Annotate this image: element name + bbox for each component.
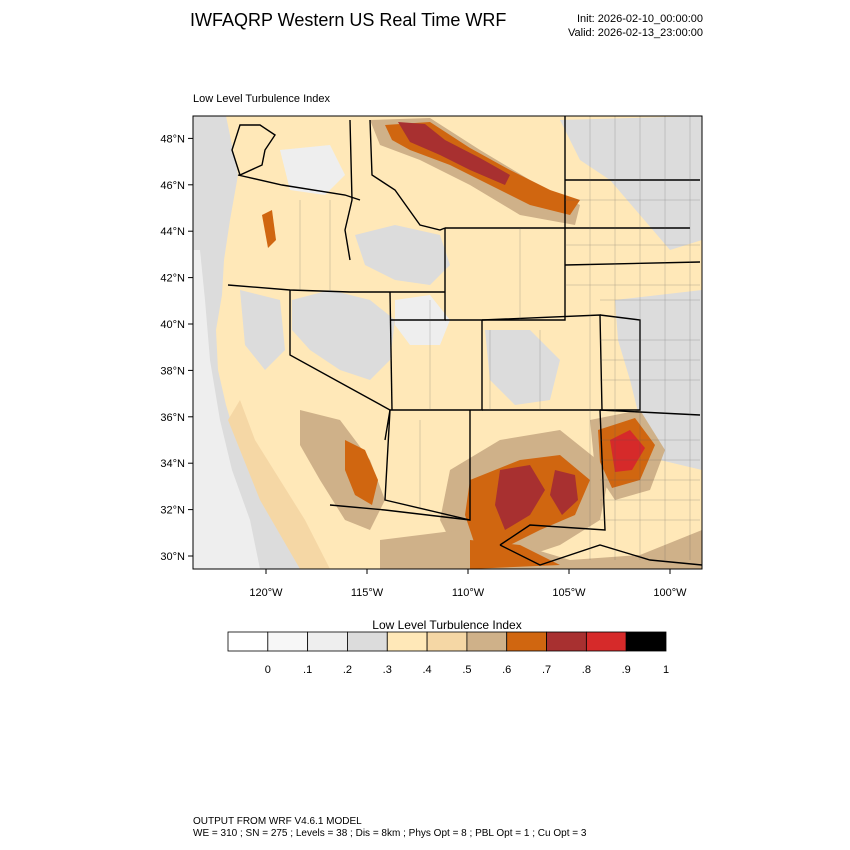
footer-model-line: OUTPUT FROM WRF V4.6.1 MODEL bbox=[193, 816, 362, 827]
lat-tick-label: 46°N bbox=[160, 180, 185, 192]
boundary-us-mexico-west bbox=[329, 504, 471, 521]
boundary-ok-tx bbox=[599, 409, 701, 416]
low-index-region-nevada bbox=[292, 290, 395, 380]
lat-tick-label: 32°N bbox=[160, 505, 185, 517]
lat-tick-label: 34°N bbox=[160, 458, 185, 470]
lat-tick-label: 42°N bbox=[160, 273, 185, 285]
colorbar-swatch bbox=[267, 631, 309, 652]
low-index-region-colorado bbox=[485, 330, 560, 405]
colorbar-label: 1 bbox=[663, 664, 669, 676]
colorbar-label: .7 bbox=[542, 664, 551, 676]
colorbar-label: .8 bbox=[582, 664, 591, 676]
colorbar-swatch bbox=[585, 631, 627, 652]
footer-config-line: WE = 310 ; SN = 275 ; Levels = 38 ; Dis … bbox=[193, 828, 587, 839]
low-index-region-calif bbox=[240, 290, 285, 370]
boundary-wa-id bbox=[344, 119, 353, 261]
boundary-id-mt bbox=[369, 119, 446, 231]
colorbar-title: Low Level Turbulence Index bbox=[372, 618, 521, 632]
colorbar bbox=[227, 631, 667, 652]
colorbar-swatch bbox=[386, 631, 428, 652]
plot-title: IWFAQRP Western US Real Time WRF bbox=[190, 10, 507, 30]
lat-tick-label: 30°N bbox=[160, 551, 185, 563]
colorbar-labels: 0 .1 .2 .3 .4 .5 .6 .7 .8 .9 1 bbox=[265, 664, 669, 676]
lat-tick-label: 44°N bbox=[160, 226, 185, 238]
ocean-region-light bbox=[193, 250, 260, 569]
valid-time: Valid: 2026-02-13_23:00:00 bbox=[568, 27, 703, 39]
colorbar-swatch bbox=[426, 631, 468, 652]
low-index-region-plains-north bbox=[560, 116, 702, 250]
colorbar-swatch bbox=[625, 631, 667, 652]
boundary-ca-nv bbox=[289, 290, 391, 441]
boundary-nv-ut bbox=[389, 291, 393, 411]
latitude-axis: 48°N 46°N 44°N 42°N 40°N 38°N 36°N 34°N 32°N 30°N bbox=[160, 133, 193, 563]
colorbar-label: .9 bbox=[622, 664, 631, 676]
lat-tick-label: 38°N bbox=[160, 365, 185, 377]
peak-index-region-texas bbox=[610, 430, 645, 472]
high-index-region-arizona bbox=[345, 440, 378, 505]
colorbar-label: .5 bbox=[462, 664, 471, 676]
colorbar-label: .3 bbox=[383, 664, 392, 676]
lon-tick-label: 105°W bbox=[552, 587, 586, 599]
lon-tick-label: 100°W bbox=[653, 587, 687, 599]
lat-tick-label: 36°N bbox=[160, 412, 185, 424]
map-area bbox=[193, 116, 702, 569]
lon-tick-label: 110°W bbox=[452, 587, 485, 599]
boundary-ne bbox=[564, 261, 701, 266]
peak-index-region-newmexico bbox=[495, 465, 545, 530]
coast-wa bbox=[231, 124, 276, 176]
map-field-title: Low Level Turbulence Index bbox=[193, 93, 330, 105]
colorbar-swatch bbox=[227, 631, 269, 652]
boundary-new-mexico bbox=[482, 409, 606, 546]
peak-index-region-sierra bbox=[550, 470, 578, 515]
colorbar-swatch bbox=[546, 631, 587, 652]
colorbar-label: .1 bbox=[303, 664, 312, 676]
lat-tick-label: 40°N bbox=[160, 319, 185, 331]
colorbar-swatch bbox=[347, 631, 388, 652]
colorbar-label: .4 bbox=[422, 664, 431, 676]
longitude-axis: 120°W 115°W 110°W 105°W 100°W bbox=[249, 569, 687, 599]
colorbar-label: 0 bbox=[265, 664, 271, 676]
boundary-wyoming bbox=[445, 227, 566, 321]
low-index-region-idaho bbox=[355, 225, 450, 285]
state-boundaries bbox=[227, 116, 702, 566]
coastal-band bbox=[228, 400, 330, 569]
colorbar-swatch bbox=[307, 631, 348, 652]
boundary-arizona bbox=[384, 409, 471, 521]
lon-tick-label: 115°W bbox=[351, 587, 384, 599]
county-lines-vertical bbox=[299, 116, 691, 560]
high-index-region-chihuahua bbox=[470, 540, 560, 569]
colorbar-swatch bbox=[506, 631, 547, 652]
lat-tick-label: 48°N bbox=[160, 133, 185, 145]
mid-index-region-mexico bbox=[380, 530, 702, 569]
init-time: Init: 2026-02-10_00:00:00 bbox=[577, 13, 703, 25]
county-boundaries bbox=[299, 116, 700, 560]
map-frame bbox=[192, 115, 703, 570]
colorbar-label: .2 bbox=[343, 664, 352, 676]
county-lines-horizontal bbox=[565, 199, 700, 521]
lon-tick-label: 120°W bbox=[249, 587, 283, 599]
colorbar-swatch bbox=[466, 631, 508, 652]
colorbar-label: .6 bbox=[502, 664, 511, 676]
boundary-us-mexico-east bbox=[499, 544, 702, 566]
peak-index-region-cascades bbox=[262, 210, 276, 248]
peak-index-region-montana bbox=[398, 122, 510, 185]
low-index-region-oregon bbox=[280, 145, 345, 195]
